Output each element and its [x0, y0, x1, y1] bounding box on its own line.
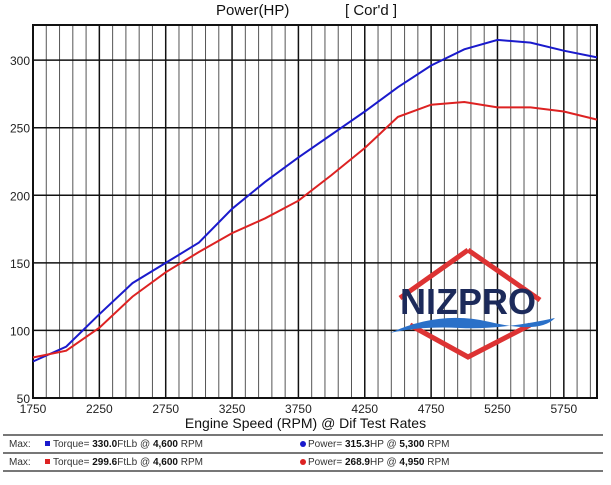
- y-tick-label: 200: [10, 189, 30, 203]
- rpm-unit: RPM: [427, 456, 450, 468]
- x-tick-label: 3750: [285, 402, 312, 416]
- y-tick-label: 50: [17, 392, 31, 406]
- series-line: [32, 38, 598, 363]
- power-rpm: 5,300: [399, 438, 425, 450]
- torque-value: 299.6: [92, 456, 118, 468]
- power-label: Power=: [308, 438, 343, 450]
- power-value: 315.3: [344, 438, 370, 450]
- power-value: 268.9: [344, 456, 370, 468]
- power-unit: HP @: [370, 438, 397, 450]
- torque-unit: FtLb @: [117, 438, 151, 450]
- torque-value: 330.0: [92, 438, 118, 450]
- x-axis-label: Engine Speed (RPM) @ Dif Test Rates: [184, 415, 427, 431]
- circle-marker-icon: [300, 440, 306, 447]
- x-tick-label: 5750: [550, 402, 577, 416]
- power-unit: HP @: [370, 456, 397, 468]
- x-tick-label: 4250: [351, 402, 378, 416]
- y-tick-label: 300: [10, 54, 30, 68]
- chart-subtitle: [ Cor'd ]: [345, 2, 398, 19]
- max-label: Max:: [9, 456, 31, 468]
- torque-label: Torque=: [53, 456, 90, 468]
- square-marker-icon: [45, 459, 50, 465]
- circle-marker-icon: [300, 458, 306, 465]
- chart-title: Power(HP): [216, 2, 290, 19]
- torque-rpm: 4,600: [152, 438, 178, 450]
- x-tick-label: 4750: [418, 402, 445, 416]
- rpm-unit: RPM: [427, 438, 450, 450]
- stats-row: Max: Torque= 330.0FtLb @ 4,600 RPM Power…: [3, 434, 603, 452]
- torque-label: Torque=: [53, 438, 90, 450]
- logo-diamond: [398, 247, 542, 360]
- power-label: Power=: [308, 456, 343, 468]
- rpm-unit: RPM: [180, 456, 204, 468]
- power-rpm: 4,950: [399, 456, 425, 468]
- rpm-unit: RPM: [180, 438, 204, 450]
- max-label: Max:: [9, 438, 31, 450]
- torque-unit: FtLb @: [117, 456, 151, 468]
- x-tick-label: 3250: [219, 402, 246, 416]
- y-tick-label: 150: [10, 257, 30, 271]
- torque-rpm: 4,600: [152, 456, 178, 468]
- plot-frame: [32, 24, 598, 399]
- y-tick-label: 100: [10, 324, 30, 338]
- x-tick-label: 2250: [86, 402, 113, 416]
- logo-text: NIZPRO: [400, 281, 536, 322]
- stats-row: Max: Torque= 299.6FtLb @ 4,600 RPM Power…: [3, 452, 603, 472]
- max-stats-table: Max: Torque= 330.0FtLb @ 4,600 RPM Power…: [3, 434, 603, 472]
- x-tick-label: 1750: [20, 402, 47, 416]
- nizpro-logo: NIZPRO: [390, 247, 555, 360]
- series-line: [32, 100, 598, 359]
- y-tick-label: 250: [10, 122, 30, 136]
- x-tick-label: 5250: [484, 402, 511, 416]
- logo-wave: [390, 317, 555, 333]
- square-marker-icon: [45, 441, 50, 447]
- x-tick-label: 2750: [152, 402, 179, 416]
- power-chart: 50 100 150 200 250 300 1750 2250 2750 3250 3750 425…: [10, 24, 598, 416]
